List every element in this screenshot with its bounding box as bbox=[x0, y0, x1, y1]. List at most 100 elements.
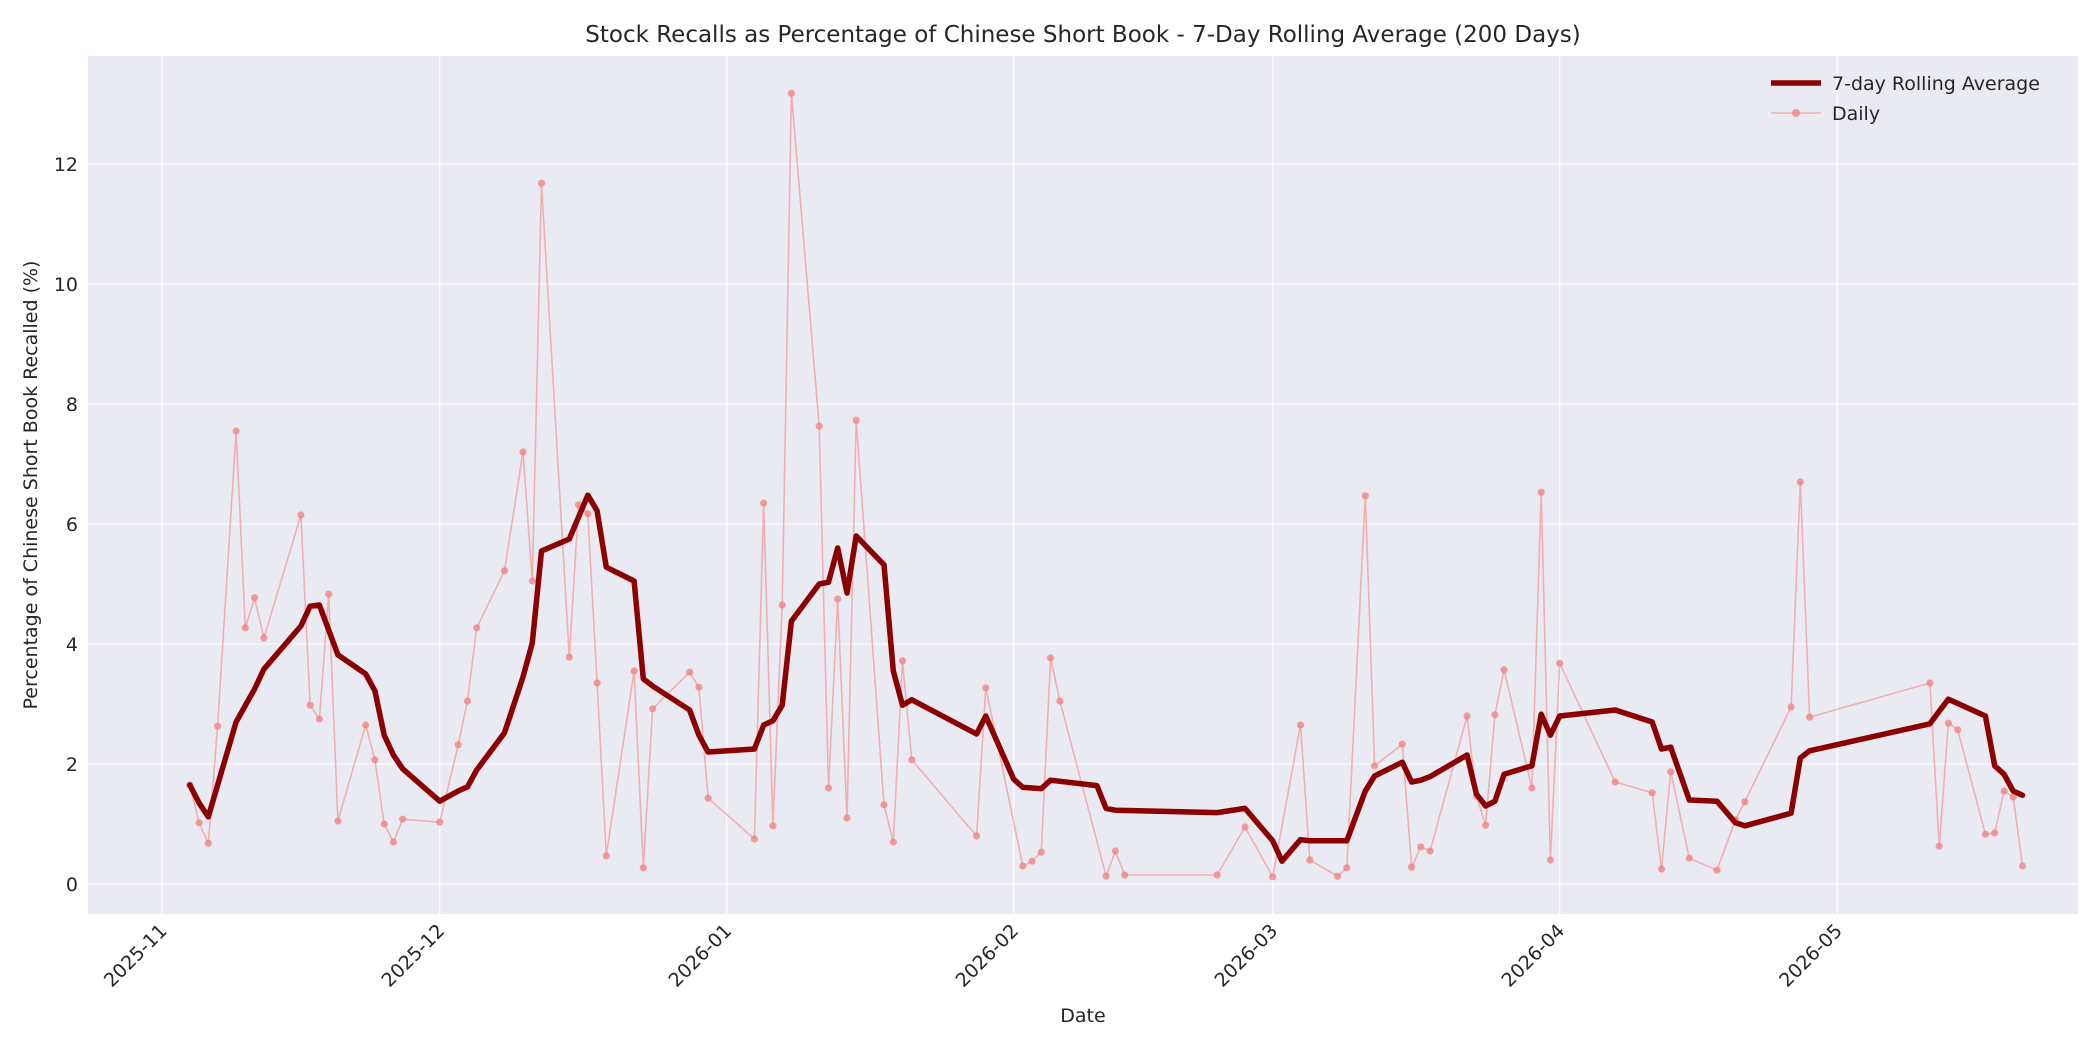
daily-point-86 bbox=[1667, 768, 1675, 776]
daily-point-99 bbox=[1991, 829, 1999, 837]
y-tick-label-3: 6 bbox=[66, 514, 78, 536]
daily-point-79 bbox=[1528, 784, 1536, 792]
daily-point-70 bbox=[1398, 740, 1406, 748]
daily-point-83 bbox=[1611, 778, 1619, 786]
legend: 7-day Rolling Average Daily bbox=[1771, 73, 2040, 125]
daily-point-37 bbox=[750, 835, 759, 843]
daily-point-65 bbox=[1306, 856, 1314, 864]
daily-point-63 bbox=[1269, 873, 1277, 881]
plot-area bbox=[88, 56, 2078, 914]
daily-point-47 bbox=[880, 801, 888, 809]
daily-point-19 bbox=[454, 741, 462, 749]
chart-title: Stock Recalls as Percentage of Chinese S… bbox=[585, 22, 1581, 48]
daily-point-71 bbox=[1408, 863, 1416, 871]
daily-point-90 bbox=[1741, 798, 1749, 806]
daily-point-81 bbox=[1546, 856, 1554, 864]
daily-point-100 bbox=[2000, 787, 2008, 795]
daily-point-62 bbox=[1241, 823, 1249, 831]
daily-point-49 bbox=[898, 657, 907, 665]
daily-point-18 bbox=[436, 818, 444, 826]
daily-point-39 bbox=[769, 822, 777, 830]
daily-point-93 bbox=[1806, 713, 1814, 721]
daily-point-1 bbox=[195, 819, 203, 827]
daily-point-57 bbox=[1056, 697, 1064, 705]
daily-point-101 bbox=[2009, 793, 2017, 801]
daily-point-74 bbox=[1463, 712, 1471, 720]
x-axis-label: Date bbox=[1060, 1005, 1105, 1027]
daily-point-78 bbox=[1500, 666, 1508, 674]
daily-point-31 bbox=[630, 667, 638, 675]
daily-point-91 bbox=[1787, 703, 1795, 711]
daily-point-56 bbox=[1047, 654, 1055, 662]
daily-point-21 bbox=[473, 624, 481, 632]
daily-point-73 bbox=[1426, 847, 1434, 855]
daily-point-15 bbox=[380, 820, 388, 828]
daily-point-53 bbox=[1019, 862, 1027, 870]
daily-point-24 bbox=[528, 577, 536, 585]
daily-point-61 bbox=[1213, 871, 1221, 879]
daily-point-64 bbox=[1296, 721, 1305, 729]
daily-point-35 bbox=[695, 683, 703, 691]
daily-point-80 bbox=[1537, 488, 1545, 496]
daily-point-30 bbox=[602, 852, 610, 860]
daily-point-43 bbox=[824, 784, 833, 792]
daily-point-23 bbox=[519, 448, 527, 456]
daily-point-41 bbox=[787, 89, 796, 97]
daily-point-22 bbox=[500, 567, 509, 575]
daily-point-42 bbox=[815, 422, 823, 430]
daily-point-11 bbox=[325, 590, 333, 598]
daily-point-84 bbox=[1648, 789, 1656, 797]
daily-point-95 bbox=[1935, 842, 1943, 850]
daily-point-34 bbox=[686, 668, 694, 676]
daily-point-52 bbox=[982, 684, 990, 692]
daily-point-36 bbox=[704, 794, 712, 802]
daily-point-76 bbox=[1482, 821, 1490, 829]
daily-point-97 bbox=[1954, 726, 1962, 734]
y-axis-label: Percentage of Chinese Short Book Recalle… bbox=[20, 261, 42, 710]
daily-point-58 bbox=[1102, 872, 1110, 880]
daily-point-13 bbox=[362, 721, 370, 729]
legend-daily-marker bbox=[1792, 109, 1800, 117]
y-tick-label-0: 0 bbox=[66, 874, 78, 896]
daily-point-28 bbox=[584, 510, 592, 518]
daily-point-69 bbox=[1371, 762, 1379, 770]
daily-point-5 bbox=[241, 624, 249, 632]
daily-point-38 bbox=[760, 499, 768, 507]
grid bbox=[88, 56, 2078, 914]
daily-point-26 bbox=[565, 653, 573, 661]
daily-point-32 bbox=[639, 864, 647, 872]
daily-point-77 bbox=[1491, 711, 1499, 719]
daily-point-2 bbox=[204, 839, 212, 847]
daily-point-48 bbox=[889, 838, 897, 846]
daily-point-40 bbox=[778, 601, 786, 609]
daily-point-6 bbox=[251, 594, 259, 602]
legend-rolling-label: 7-day Rolling Average bbox=[1832, 73, 2040, 95]
daily-point-98 bbox=[1981, 830, 1989, 838]
daily-point-60 bbox=[1121, 871, 1129, 879]
rolling-average-line bbox=[187, 492, 2026, 864]
daily-point-55 bbox=[1037, 848, 1045, 856]
daily-point-92 bbox=[1796, 478, 1804, 486]
daily-point-20 bbox=[463, 697, 472, 705]
daily-point-96 bbox=[1944, 719, 1952, 727]
daily-point-87 bbox=[1685, 854, 1693, 862]
daily-point-59 bbox=[1111, 847, 1119, 855]
y-tick-label-5: 10 bbox=[54, 274, 78, 296]
daily-point-44 bbox=[834, 595, 842, 603]
daily-point-4 bbox=[232, 427, 240, 435]
daily-point-25 bbox=[537, 179, 546, 187]
daily-point-16 bbox=[389, 838, 397, 846]
daily-point-10 bbox=[315, 715, 323, 723]
legend-daily-label: Daily bbox=[1832, 103, 1880, 125]
daily-point-67 bbox=[1343, 864, 1351, 872]
daily-point-3 bbox=[214, 722, 222, 730]
daily-point-54 bbox=[1028, 857, 1036, 865]
daily-point-29 bbox=[593, 679, 601, 687]
daily-point-94 bbox=[1926, 679, 1934, 687]
daily-point-51 bbox=[973, 832, 981, 840]
daily-point-9 bbox=[306, 701, 314, 709]
daily-point-12 bbox=[334, 817, 342, 825]
daily-point-66 bbox=[1333, 872, 1342, 880]
y-tick-label-2: 4 bbox=[66, 634, 78, 656]
